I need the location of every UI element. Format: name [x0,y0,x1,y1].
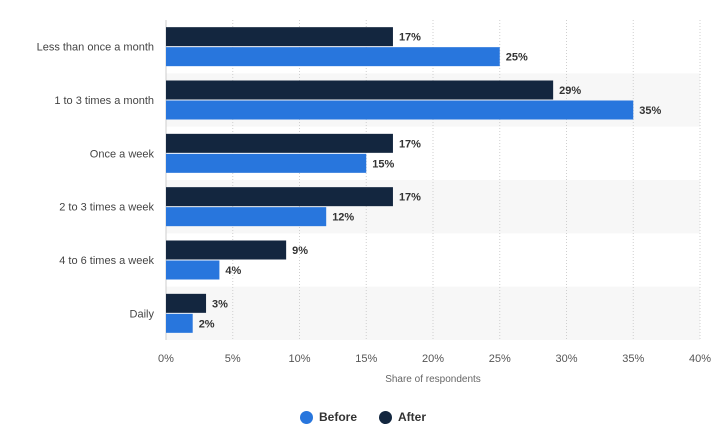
bar-before[interactable] [166,100,634,120]
data-label-after: 17% [399,138,421,150]
legend: Before After [0,410,726,424]
bar-after[interactable] [166,27,393,47]
data-label-before: 4% [225,265,241,277]
x-tick-label: 0% [158,353,174,365]
bar-before[interactable] [166,313,193,333]
category-label: 2 to 3 times a week [59,202,154,214]
legend-swatch-after [379,410,392,424]
category-label: Less than once a month [37,42,154,54]
data-label-after: 17% [399,32,421,44]
bar-before[interactable] [166,153,367,173]
category-label: Once a week [90,148,155,160]
row-band [166,286,700,340]
legend-item-after[interactable]: After [379,410,426,424]
legend-label-before: Before [318,410,357,424]
x-tick-label: 20% [422,353,444,365]
data-label-before: 25% [506,52,528,64]
x-tick-label: 25% [489,353,511,365]
data-label-before: 15% [372,158,394,170]
legend-item-before[interactable]: Before [299,410,357,424]
category-label: 4 to 6 times a week [59,255,154,267]
category-label: 1 to 3 times a month [54,95,154,107]
legend-swatch-before [299,410,313,424]
x-tick-label: 15% [355,353,377,365]
x-tick-label: 10% [288,353,310,365]
x-tick-label: 35% [622,353,644,365]
x-axis-title: Share of respondents [385,374,481,385]
x-tick-label: 30% [555,353,577,365]
category-label: Daily [130,308,155,320]
data-label-after: 17% [399,192,421,204]
bar-after[interactable] [166,187,393,207]
data-label-after: 29% [559,85,581,97]
x-tick-label: 40% [689,353,711,365]
data-label-before: 12% [332,212,354,224]
legend-label-after: After [398,410,427,424]
bar-before[interactable] [166,260,220,280]
data-label-after: 9% [292,245,308,257]
bar-after[interactable] [166,293,207,313]
x-tick-label: 5% [225,353,241,365]
bar-chart: Less than once a month 17% 25% 1 to 3 times… [37,20,711,385]
data-label-before: 2% [199,318,215,330]
bar-before[interactable] [166,207,327,227]
bar-before[interactable] [166,47,500,67]
data-label-before: 35% [639,105,661,117]
bar-after[interactable] [166,133,393,153]
bar-after[interactable] [166,80,554,100]
data-label-after: 3% [212,298,228,310]
bar-after[interactable] [166,240,287,260]
